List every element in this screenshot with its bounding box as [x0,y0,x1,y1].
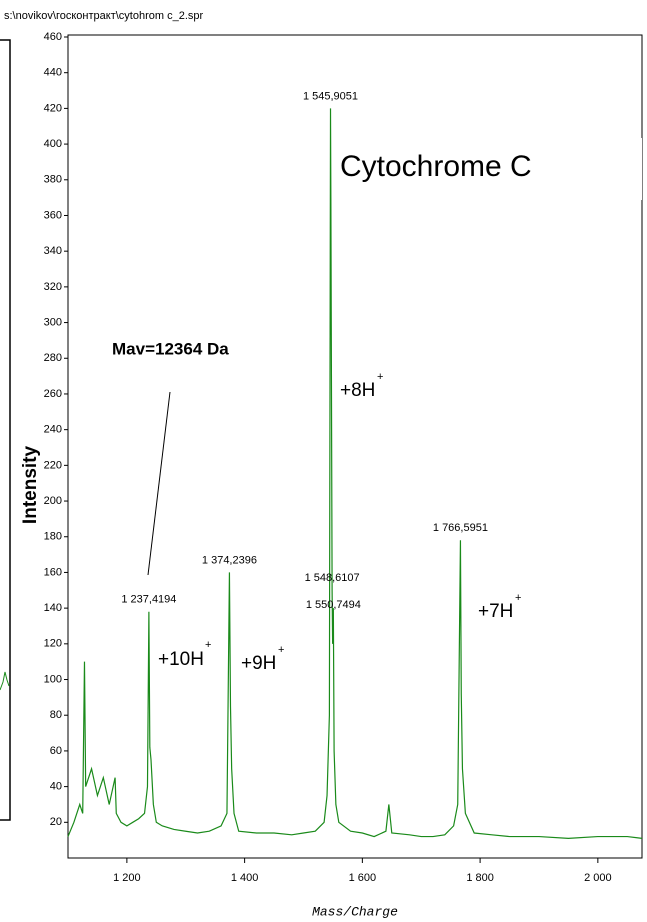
peak-label: 1 545,9051 [303,90,358,102]
y-tick-label: 100 [44,673,62,685]
x-tick-label: 1 400 [231,872,259,884]
title-box [332,138,642,200]
x-tick-label: 1 800 [466,872,494,884]
y-tick-label: 400 [44,138,62,150]
file-path: s:\novikov\госконтракт\cytohrom c_2.spr [4,10,203,22]
y-tick-label: 80 [50,709,62,721]
charge-sup: + [205,639,211,651]
peak-label: 1 550,7494 [306,599,361,611]
y-tick-label: 240 [44,424,62,436]
chart-title: Cytochrome C [340,150,532,183]
x-tick-label: 2 000 [584,872,612,884]
side-frame [0,39,11,821]
y-tick-label: 380 [44,174,62,186]
charge-label: +9H [241,653,276,674]
peak-label: 1 766,5951 [433,522,488,534]
charge-sup: + [377,371,383,383]
side-trace [0,671,10,691]
charge-sup: + [515,592,521,604]
plot-frame [67,34,643,859]
mav-pointer [147,391,171,576]
mav-label: Mav=12364 Da [112,339,229,358]
spectrum-line [67,108,643,839]
y-tick-label: 260 [44,388,62,400]
y-tick-label: 300 [44,316,62,328]
x-tick-label: 1 200 [113,872,141,884]
charge-label: +10H [158,649,204,670]
y-tick-label: 340 [44,245,62,257]
y-tick-label: 120 [44,638,62,650]
y-tick-label: 320 [44,281,62,293]
y-tick-label: 40 [50,781,62,793]
plot: 20 40 60 80 100 120 140 160 180 200 220 240 260 280 30… [44,31,643,884]
y-tick-label: 360 [44,209,62,221]
y-tick-label: 160 [44,566,62,578]
y-axis-label: Intensity [20,446,41,525]
x-axis-label: Mass/Charge [312,904,398,919]
ylabel-box [20,400,42,570]
y-tick-label: 220 [44,459,62,471]
y-tick-label: 420 [44,102,62,114]
y-tick-label: 280 [44,352,62,364]
x-tick-label: 1 600 [349,872,377,884]
peak-label: 1 237,4194 [121,594,176,606]
y-tick-label: 460 [44,31,62,43]
y-tick-label: 60 [50,745,62,757]
charge-sup: + [278,644,284,656]
y-tick-label: 200 [44,495,62,507]
y-tick-label: 140 [44,602,62,614]
peak-label: 1 374,2396 [202,554,257,566]
y-tick-label: 440 [44,67,62,79]
peak-label: 1 548,6107 [305,572,360,584]
y-tick-label: 20 [50,816,62,828]
charge-label: +8H [340,380,375,401]
y-tick-label: 180 [44,531,62,543]
charge-label: +7H [478,601,513,622]
